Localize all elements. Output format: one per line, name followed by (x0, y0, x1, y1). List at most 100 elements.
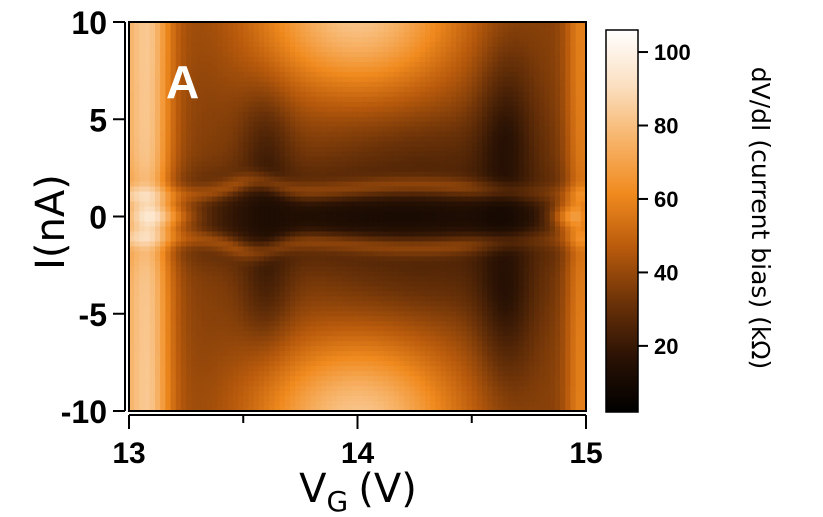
heatmap-cell (518, 141, 525, 148)
heatmap-cell (450, 22, 457, 28)
heatmap-cell (575, 201, 582, 208)
heatmap-cell (482, 131, 488, 138)
heatmap-cell (554, 216, 561, 223)
heatmap-cell (560, 146, 566, 153)
heatmap-cell (326, 206, 333, 213)
heatmap-cell (310, 51, 317, 58)
heatmap-cell (170, 71, 177, 78)
heatmap-cell (565, 86, 572, 93)
heatmap-cell (258, 31, 265, 38)
heatmap-cell (492, 41, 499, 48)
heatmap-cell (175, 136, 182, 143)
heatmap-cell (232, 116, 239, 123)
heatmap-cell (321, 206, 327, 213)
heatmap-cell (264, 66, 270, 73)
heatmap-cell (539, 81, 546, 88)
heatmap-cell (243, 216, 250, 223)
heatmap-cell (528, 61, 535, 68)
heatmap-cell (378, 281, 385, 287)
heatmap-cell (206, 191, 213, 198)
heatmap-cell (222, 71, 229, 78)
heatmap-cell (388, 71, 395, 78)
heatmap-cell (539, 121, 546, 128)
heatmap-cell (186, 226, 192, 233)
heatmap-cell (425, 96, 431, 103)
heatmap-cell (492, 131, 499, 138)
heatmap-cell (336, 101, 343, 108)
heatmap-cell (425, 76, 431, 83)
heatmap-cell (373, 171, 379, 178)
heatmap-cell (549, 96, 556, 103)
heatmap-cell (326, 176, 333, 183)
heatmap-cell (315, 141, 322, 148)
heatmap-cell (274, 286, 281, 292)
heatmap-cell (399, 51, 405, 58)
heatmap-cell (456, 56, 462, 63)
heatmap-cell (134, 121, 140, 128)
heatmap-cell (440, 191, 447, 198)
heatmap-cell (518, 186, 525, 193)
heatmap-cell (274, 231, 281, 238)
heatmap-cell (487, 161, 494, 168)
heatmap-cell (518, 266, 525, 272)
heatmap-cell (253, 281, 260, 287)
heatmap-cell (310, 101, 317, 108)
heatmap-cell (217, 131, 224, 138)
heatmap-cell (367, 191, 374, 198)
heatmap-cell (378, 96, 385, 103)
heatmap-cell (560, 231, 566, 238)
heatmap-cell (409, 131, 416, 138)
heatmap-cell (440, 216, 447, 223)
heatmap-cell (523, 256, 530, 262)
heatmap-cell (378, 226, 385, 233)
heatmap-cell (315, 146, 322, 153)
heatmap-cell (191, 46, 198, 53)
heatmap-cell (450, 271, 457, 277)
heatmap-cell (295, 236, 301, 243)
heatmap-cell (201, 131, 208, 138)
heatmap-cell (419, 186, 426, 193)
heatmap-cell (279, 246, 286, 253)
heatmap-cell (180, 121, 187, 128)
heatmap-cell (425, 151, 431, 158)
heatmap-cell (362, 196, 369, 203)
heatmap-cell (253, 66, 260, 73)
heatmap-cell (528, 131, 535, 138)
heatmap-cell (388, 276, 395, 282)
heatmap-cell (523, 241, 530, 248)
heatmap-cell (170, 286, 177, 292)
heatmap-cell (274, 181, 281, 188)
heatmap-cell (175, 196, 182, 203)
heatmap-cell (575, 211, 582, 218)
heatmap-cell (518, 156, 525, 163)
heatmap-cell (440, 226, 447, 233)
heatmap-cell (253, 251, 260, 257)
heatmap-cell (450, 256, 457, 262)
heatmap-cell (435, 86, 442, 93)
heatmap-cell (222, 116, 229, 123)
heatmap-cell (399, 126, 405, 133)
heatmap-cell (279, 22, 286, 28)
heatmap-cell (243, 291, 250, 297)
heatmap-cell (139, 281, 146, 287)
heatmap-cell (201, 231, 208, 238)
heatmap-cell (419, 66, 426, 73)
heatmap-cell (388, 221, 395, 228)
heatmap-cell (201, 226, 208, 233)
heatmap-cell (560, 51, 566, 58)
heatmap-cell (409, 101, 416, 108)
heatmap-cell (284, 91, 291, 98)
heatmap-cell (149, 206, 156, 213)
heatmap-cell (539, 296, 546, 302)
heatmap-cell (409, 221, 416, 228)
heatmap-cell (279, 41, 286, 48)
heatmap-cell (378, 196, 385, 203)
heatmap-cell (497, 116, 504, 123)
heatmap-cell (191, 156, 198, 163)
heatmap-cell (528, 211, 535, 218)
heatmap-cell (149, 56, 156, 63)
heatmap-cell (269, 41, 276, 48)
heatmap-cell (201, 266, 208, 272)
heatmap-cell (295, 141, 301, 148)
heatmap-cell (238, 126, 244, 133)
